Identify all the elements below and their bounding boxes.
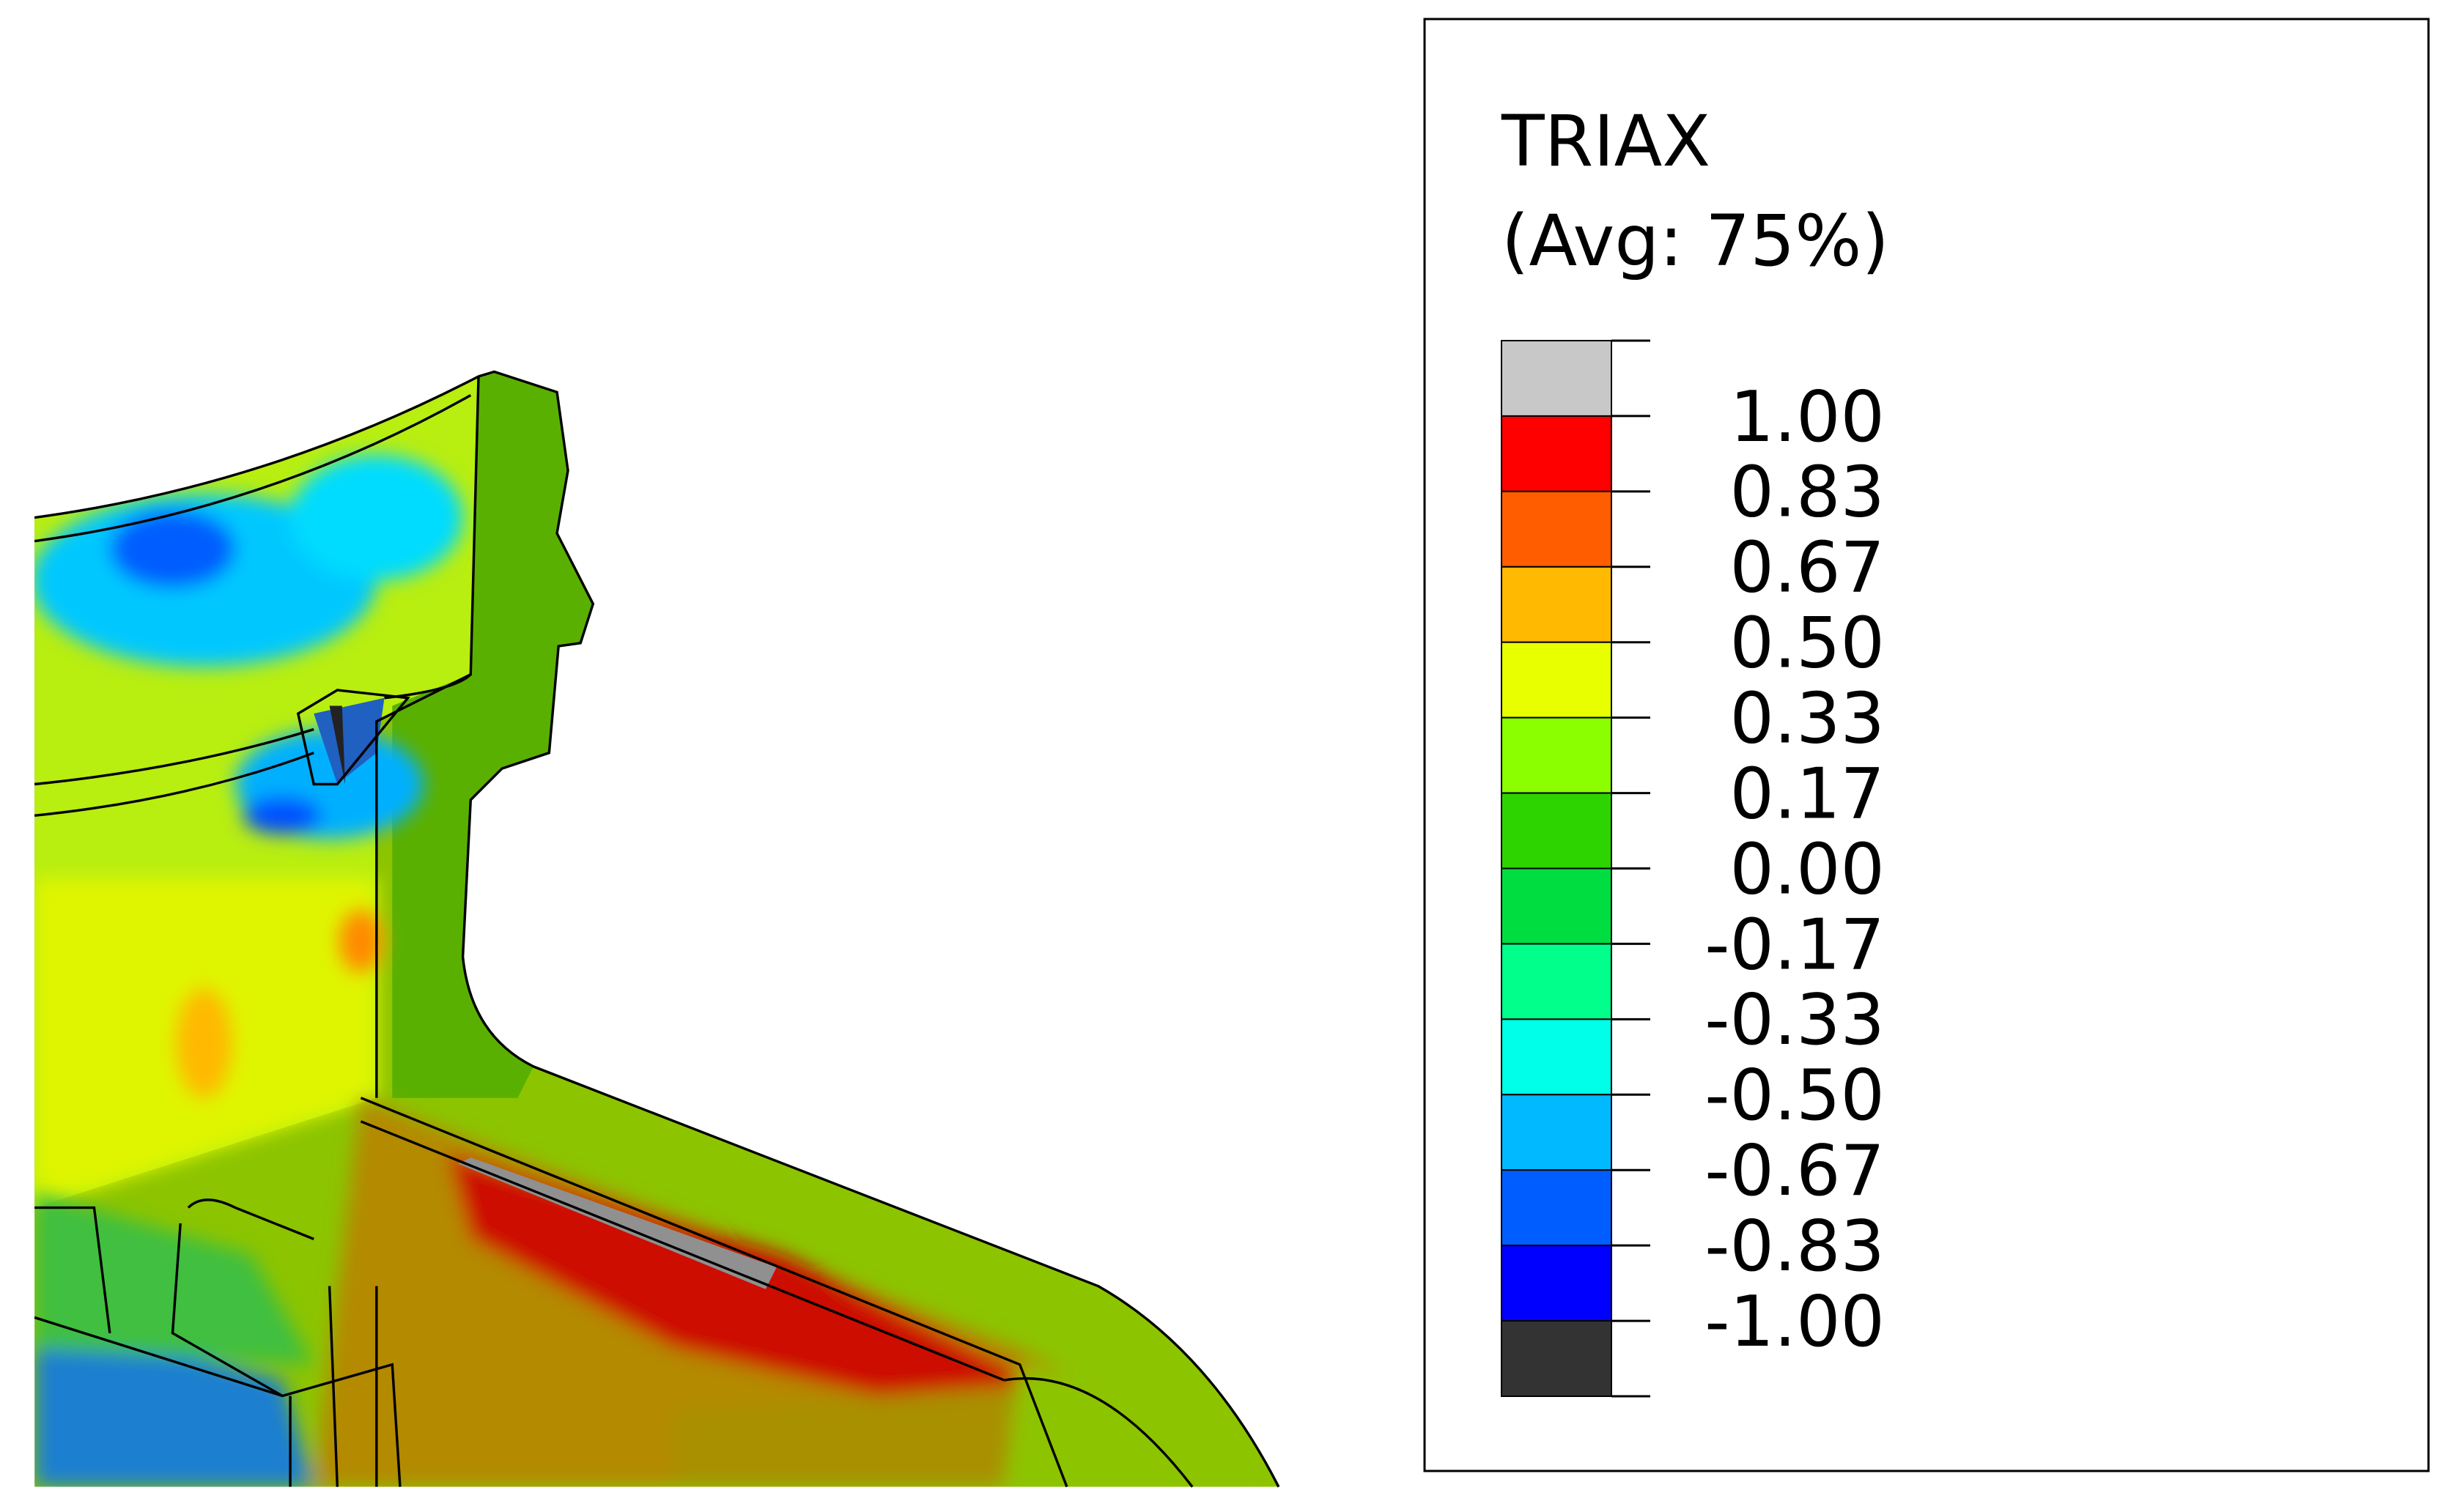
color-band <box>1501 566 1612 643</box>
color-band <box>1501 1018 1612 1096</box>
color-band <box>1501 1245 1612 1322</box>
color-band <box>1501 1094 1612 1171</box>
color-band <box>1501 1320 1612 1397</box>
legend-label: 0.50 <box>1729 604 1885 684</box>
color-band <box>1501 792 1612 870</box>
color-band <box>1501 490 1612 568</box>
color-band <box>1501 641 1612 719</box>
legend-label: -0.33 <box>1704 980 1885 1061</box>
legend-label: 0.33 <box>1729 679 1885 760</box>
legend-label: -0.67 <box>1704 1131 1885 1212</box>
color-band <box>1501 340 1612 417</box>
color-band <box>1501 1169 1612 1247</box>
legend-label: -0.83 <box>1704 1207 1885 1287</box>
legend-label: 0.67 <box>1729 528 1885 609</box>
legend-label: 0.00 <box>1729 829 1885 910</box>
color-band <box>1501 415 1612 492</box>
legend-title: TRIAX <box>1501 100 1710 182</box>
color-band <box>1501 716 1612 794</box>
color-band <box>1501 943 1612 1020</box>
legend-label: 0.17 <box>1729 754 1885 834</box>
legend-label: -0.17 <box>1704 905 1885 985</box>
legend-subtitle: (Avg: 75%) <box>1502 200 1889 282</box>
color-band <box>1501 867 1612 945</box>
legend-label: 1.00 <box>1729 377 1885 458</box>
legend-label: -0.50 <box>1704 1056 1885 1136</box>
colorbar: 1.000.830.670.500.330.170.00-0.17-0.33-0… <box>1501 339 1885 1398</box>
fea-model <box>34 370 1280 1488</box>
legend-label: 0.83 <box>1729 453 1885 533</box>
legend-label: -1.00 <box>1704 1282 1885 1363</box>
